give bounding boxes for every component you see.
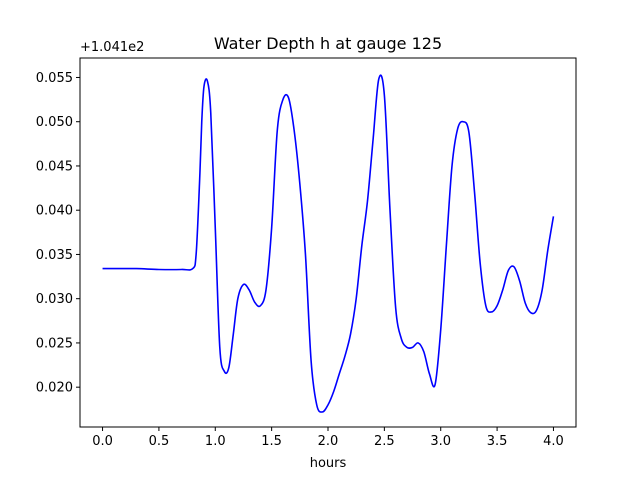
series-layer bbox=[102, 74, 555, 413]
y-offset-label: +1.041e2 bbox=[80, 40, 144, 55]
series-line-0 bbox=[102, 74, 555, 413]
x-tick-label: 0.5 bbox=[149, 434, 170, 449]
x-tick-label: 2.0 bbox=[318, 434, 339, 449]
plot-area: 0.0 0.5 1.0 1.5 2.0 2.5 3.0 3.5 4.0 0.0200.0250.… bbox=[36, 57, 577, 449]
x-tick-label: 1.5 bbox=[261, 434, 282, 449]
x-tick-label: 4.0 bbox=[543, 434, 564, 449]
y-tick-label: 0.035 bbox=[36, 248, 73, 263]
x-tick-label: 0.0 bbox=[92, 434, 113, 449]
y-tick-label: 0.040 bbox=[36, 204, 73, 219]
y-tick-label: 0.030 bbox=[36, 292, 73, 307]
y-tick-label: 0.050 bbox=[36, 115, 73, 130]
y-tick-label: 0.020 bbox=[36, 381, 73, 396]
x-tick-label: 3.0 bbox=[430, 434, 451, 449]
x-tick-label: 3.5 bbox=[487, 434, 508, 449]
y-tick-label: 0.045 bbox=[36, 159, 73, 174]
y-tick-label: 0.055 bbox=[36, 71, 73, 86]
x-tick-label: 1.0 bbox=[205, 434, 226, 449]
y-axis: 0.020 0.025 0.030 0.035 0.040 0.045 0.050 0.055 bbox=[36, 71, 80, 396]
x-axis-label: hours bbox=[310, 456, 347, 471]
y-tick-label: 0.025 bbox=[36, 336, 73, 351]
x-axis: 0.0 0.5 1.0 1.5 2.0 2.5 3.0 3.5 4.0 bbox=[92, 427, 564, 449]
chart-title: Water Depth h at gauge 125 bbox=[214, 34, 442, 53]
x-tick-label: 2.5 bbox=[374, 434, 395, 449]
